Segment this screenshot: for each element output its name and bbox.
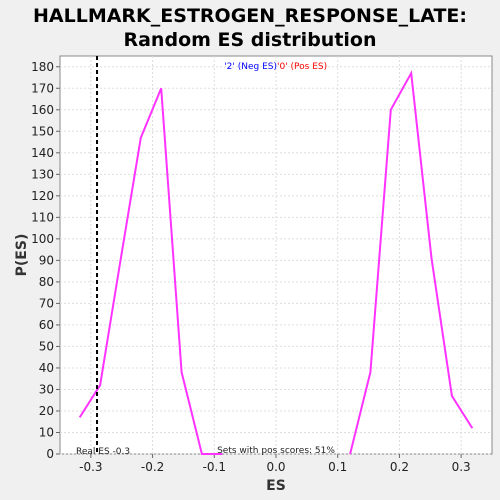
y-tick-label: 150 [31, 124, 54, 138]
x-tick-label: 0.0 [266, 460, 285, 474]
real-es-label: Real ES -0.3 [76, 447, 130, 457]
y-axis-ticks: 0 10 20 30 40 50 60 70 80 90 100 110 120 130 140 150 160… [31, 60, 60, 461]
y-tick-label: 170 [31, 81, 54, 95]
y-tick-label: 90 [39, 253, 54, 267]
x-axis-label: ES [266, 478, 286, 494]
grid-lines [60, 56, 492, 455]
y-tick-label: 100 [31, 232, 54, 246]
x-tick-label: 0.2 [390, 460, 409, 474]
y-tick-label: 30 [39, 382, 54, 396]
legend-neg-es: '2' (Neg ES) [224, 62, 277, 72]
y-tick-label: 50 [39, 339, 54, 353]
x-tick-label: -0.2 [141, 460, 164, 474]
y-tick-label: 60 [39, 318, 54, 332]
series-line-1 [78, 87, 223, 455]
y-tick-label: 20 [39, 404, 54, 418]
y-tick-label: 130 [31, 167, 54, 181]
y-tick-label: 70 [39, 296, 54, 310]
y-axis-label: P(ES) [14, 234, 30, 277]
x-tick-label: 0.3 [452, 460, 471, 474]
legend-pos-es: '0' (Pos ES) [277, 62, 327, 72]
y-tick-label: 140 [31, 146, 54, 160]
y-tick-label: 110 [31, 210, 54, 224]
x-tick-label: -0.1 [203, 460, 226, 474]
y-tick-label: 40 [39, 361, 54, 375]
y-tick-label: 120 [31, 189, 54, 203]
series-line-2 [349, 69, 474, 455]
series-lines [78, 69, 474, 455]
y-tick-label: 160 [31, 103, 54, 117]
x-axis-ticks: -0.3 -0.2 -0.1 0.0 0.1 0.2 0.3 [79, 454, 471, 474]
plot-area [59, 55, 493, 455]
x-tick-label: 0.1 [328, 460, 347, 474]
y-tick-label: 10 [39, 425, 54, 439]
pos-scores-annotation: Sets with pos scores: 51% [217, 446, 335, 456]
x-tick-label: -0.3 [79, 460, 102, 474]
y-tick-label: 0 [46, 447, 54, 461]
chart-title-line1: HALLMARK_ESTROGEN_RESPONSE_LATE: [33, 5, 467, 27]
y-tick-label: 80 [39, 275, 54, 289]
y-tick-label: 180 [31, 60, 54, 74]
chart-title-line2: Random ES distribution [123, 29, 376, 51]
